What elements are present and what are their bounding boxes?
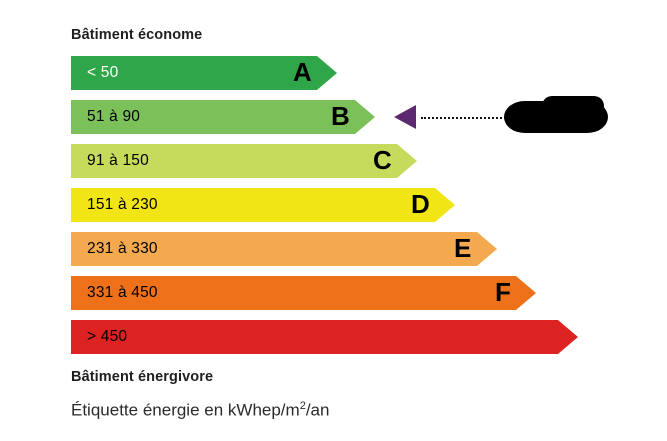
redacted-value-blob <box>504 96 608 133</box>
bar-shape <box>71 188 455 222</box>
bar-shape <box>71 56 337 90</box>
bar-range-label: 151 à 230 <box>87 196 158 213</box>
bar-grade-letter: E <box>454 233 472 263</box>
energy-bar-e: 231 à 330 E <box>71 232 497 266</box>
leader-line <box>421 117 506 119</box>
bar-range-label: 231 à 330 <box>87 240 158 257</box>
bar-range-label: 51 à 90 <box>87 108 141 125</box>
top-caption: Bâtiment économe <box>71 27 203 43</box>
energy-bar-d: 151 à 230 D <box>71 188 455 222</box>
unit-caption-exponent: 2 <box>299 400 306 412</box>
unit-caption-head: Étiquette énergie en kWhep/m <box>71 400 300 420</box>
bar-range-label: < 50 <box>87 64 119 81</box>
bar-range-label: 91 à 150 <box>87 152 149 169</box>
energy-bar-a: < 50 A <box>71 56 337 90</box>
bar-grade-letter: C <box>373 145 392 175</box>
energy-bar-f: 331 à 450 F <box>71 276 536 310</box>
bar-grade-letter: A <box>293 57 312 87</box>
energy-bar-c: 91 à 150 C <box>71 144 417 178</box>
energy-bar-b: 51 à 90 B <box>71 100 375 134</box>
bar-shape <box>71 276 536 310</box>
energy-bar-g: > 450 <box>71 320 578 354</box>
bottom-caption: Bâtiment énergivore <box>71 369 214 385</box>
bar-range-label: > 450 <box>87 328 128 345</box>
unit-caption-tail: /an <box>305 400 330 420</box>
bar-grade-letter: D <box>411 189 430 219</box>
bar-shape <box>71 320 578 354</box>
bar-shape <box>71 144 417 178</box>
bar-shape <box>71 100 375 134</box>
bar-range-label: 331 à 450 <box>87 284 158 301</box>
bar-shape <box>71 232 497 266</box>
unit-caption: Étiquette énergie en kWhep/m2/an <box>71 400 329 421</box>
bar-grade-letter: F <box>495 277 511 307</box>
bar-grade-letter: B <box>331 101 350 131</box>
selection-arrow-icon <box>394 105 416 129</box>
